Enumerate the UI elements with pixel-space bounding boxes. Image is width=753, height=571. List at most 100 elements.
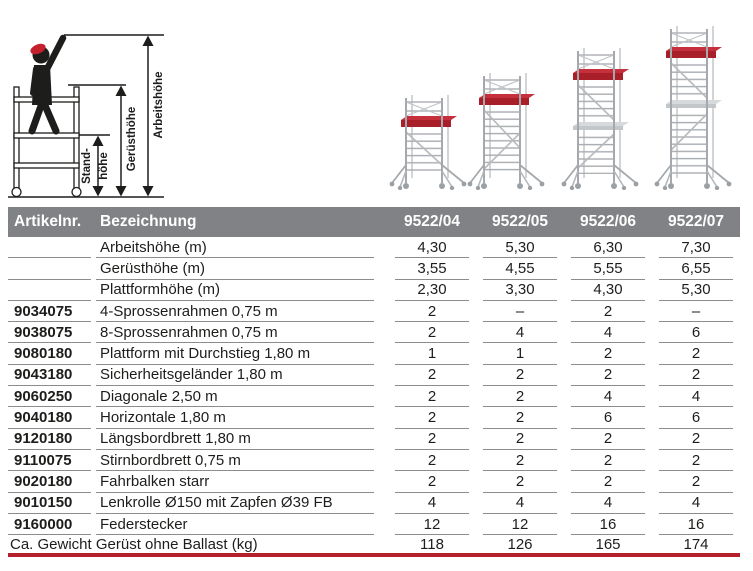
table-row: 9160000 Federstecker 12 12 16 16 (8, 514, 740, 536)
value-cell-9522-05: 2 (483, 386, 557, 408)
diagonal-brace (483, 109, 521, 149)
worker-figure (28, 34, 67, 135)
outrigger (563, 164, 579, 184)
bezeichnung-cell: 8-Sprossenrahmen 0,75 m (96, 322, 374, 344)
column-header-9522-04: 9522/04 (403, 213, 461, 230)
bezeichnung-cell: Längsbordbrett 1,80 m (96, 429, 374, 450)
arbeitshoehe-label: Arbeitshöhe (153, 71, 165, 138)
value-cell-9522-04: 2 (395, 322, 469, 344)
value-cell-9522-05: 4,55 (483, 258, 557, 280)
value-cell-9522-06: 2 (571, 301, 645, 323)
artikelnr-cell: 9034075 (8, 301, 91, 323)
artikelnr-cell: 9010150 (8, 493, 91, 514)
value-cell-9522-07: – (659, 301, 733, 323)
value-cell-9522-04: 2 (395, 471, 469, 493)
bezeichnung-cell: Diagonale 2,50 m (96, 386, 374, 408)
table-row: Plattformhöhe (m) 2,30 3,30 4,30 5,30 (8, 280, 740, 301)
platform-gray-front (573, 126, 623, 130)
artikelnr-cell: 9080180 (8, 343, 91, 365)
outrigger (477, 170, 485, 188)
table-row: 9080180 Plattform mit Durchstieg 1,80 m … (8, 343, 740, 365)
artikelnr-cell: 9110075 (8, 450, 91, 472)
platform-red-front (479, 98, 529, 105)
outrigger (571, 170, 579, 188)
table-header: Artikelnr. Bezeichnung 9522/04 9522/05 9… (8, 207, 740, 237)
value-cell-9522-04: 2,30 (395, 280, 469, 301)
value-cell-9522-07: 6 (659, 322, 733, 344)
height-diagram-drawing: Stand- höhe Gerüsthöhe Arbeitshöhe (8, 34, 165, 198)
value-cell-9522-07: 5,30 (659, 280, 733, 301)
artikelnr-cell: 9020180 (8, 471, 91, 493)
artikelnr-cell: 9060250 (8, 386, 91, 408)
table-row: 9038075 8-Sprossenrahmen 0,75 m 2 4 4 6 (8, 322, 740, 344)
value-cell-9522-07: 16 (659, 514, 733, 536)
value-cell-9522-04: 2 (395, 407, 469, 429)
value-cell-9522-07: 2 (659, 365, 733, 387)
value-cell-9522-04: 1 (395, 343, 469, 365)
caster-wheel-icon (71, 186, 82, 198)
geruesthoehe-arrow (115, 85, 127, 197)
platform-gray-front (666, 104, 716, 108)
value-cell-9522-07: 2 (659, 450, 733, 472)
outrigger (519, 170, 531, 188)
outrigger (613, 164, 637, 184)
value-cell-9522-05: 4 (483, 493, 557, 514)
outrigger (441, 164, 465, 184)
platform-red-top (401, 116, 457, 120)
bezeichnung-cell: Plattform mit Durchstieg 1,80 m (96, 343, 374, 365)
bezeichnung-cell: Federstecker (96, 514, 374, 536)
bezeichnung-cell: Lenkrolle Ø150 mit Zapfen Ø39 FB (96, 493, 374, 514)
diagonal-brace (670, 113, 708, 151)
red-helmet-icon (30, 43, 46, 55)
diagonal-brace (577, 133, 615, 169)
value-cell-9522-05: – (483, 301, 557, 323)
outrigger (664, 170, 672, 188)
height-diagram: Stand- höhe Gerüsthöhe Arbeitshöhe (6, 5, 196, 205)
scaffold-tower-image-9522-04 (389, 95, 467, 190)
value-cell-9522-04: 2 (395, 429, 469, 450)
value-cell-9522-05: 2 (483, 365, 557, 387)
value-cell-9522-05: 1 (483, 343, 557, 365)
outrigger (656, 164, 672, 184)
diagonal-brace (483, 132, 521, 170)
value-cell-9522-06: 4,30 (571, 280, 645, 301)
value-cell-9522-05: 5,30 (483, 237, 557, 259)
caster-wheel-icon (11, 186, 22, 198)
value-cell-9522-05: 4 (483, 322, 557, 344)
bezeichnung-cell: Gerüsthöhe (m) (96, 258, 374, 280)
outrigger (706, 170, 718, 188)
diagonal-brace (577, 84, 615, 121)
bezeichnung-cell: Sicherheitsgeländer 1,80 m (96, 365, 374, 387)
platform-gray-top (573, 122, 629, 126)
value-cell-9522-07: 2 (659, 343, 733, 365)
weight-value-9522-04: 118 (420, 535, 444, 553)
value-cell-9522-07: 6,55 (659, 258, 733, 280)
weight-value-9522-06: 165 (595, 535, 621, 553)
diagonal-brace (670, 62, 708, 99)
geruesthoehe-label: Gerüsthöhe (126, 107, 138, 172)
ladder-rungs (671, 112, 707, 174)
artikelnr-cell (8, 258, 91, 280)
value-cell-9522-06: 4 (571, 493, 645, 514)
outrigger (469, 164, 485, 184)
outrigger (391, 164, 407, 184)
arbeitshoehe-arrow (142, 35, 154, 197)
platform-red-front (573, 73, 623, 80)
value-cell-9522-04: 2 (395, 365, 469, 387)
scaffold-tower-image-9522-06 (561, 48, 639, 190)
platform-red-top (666, 47, 722, 51)
outrigger (399, 170, 407, 188)
outrigger (706, 164, 730, 184)
value-cell-9522-04: 4 (395, 493, 469, 514)
value-cell-9522-07: 2 (659, 429, 733, 450)
value-cell-9522-05: 2 (483, 407, 557, 429)
platform-red-top (479, 94, 535, 98)
table-row: Gerüsthöhe (m) 3,55 4,55 5,55 6,55 (8, 258, 740, 280)
artikelnr-cell: 9038075 (8, 322, 91, 344)
table-row: 9010150 Lenkrolle Ø150 mit Zapfen Ø39 FB… (8, 493, 740, 514)
value-cell-9522-06: 2 (571, 471, 645, 493)
bezeichnung-cell: Stirnbordbrett 0,75 m (96, 450, 374, 472)
weight-value-9522-05: 126 (507, 535, 533, 553)
column-header-9522-05: 9522/05 (491, 213, 549, 230)
